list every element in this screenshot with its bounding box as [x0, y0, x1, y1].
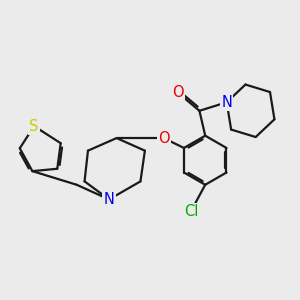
Text: N: N — [104, 192, 115, 207]
Text: O: O — [158, 130, 170, 146]
Text: S: S — [29, 118, 39, 134]
Text: O: O — [172, 85, 184, 100]
Text: N: N — [221, 95, 232, 110]
Text: Cl: Cl — [184, 204, 198, 219]
